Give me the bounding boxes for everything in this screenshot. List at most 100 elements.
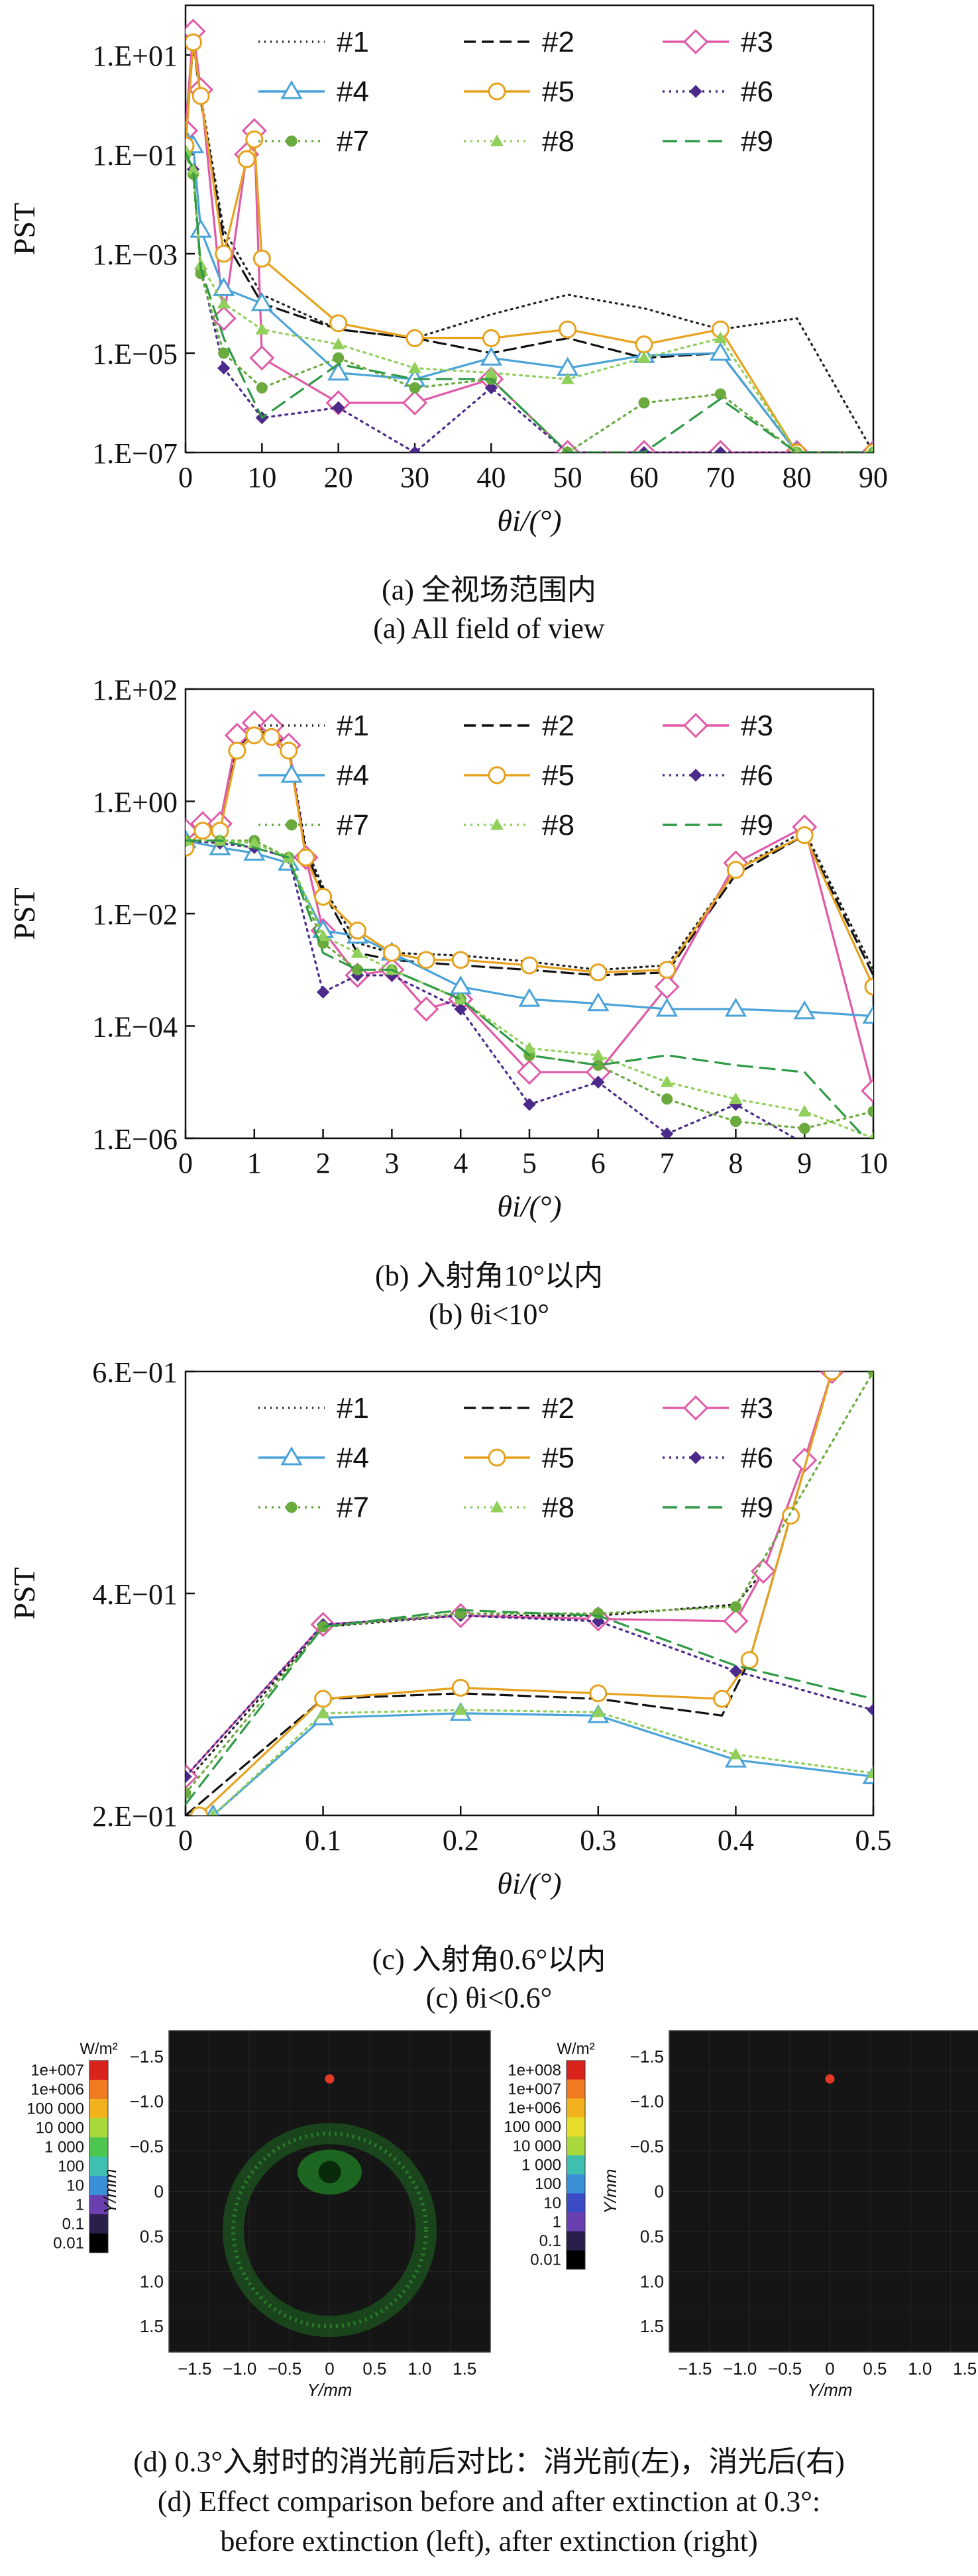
legend: #1 #2 #3 #4 #5 #6 #7 #8 #9 (258, 26, 773, 158)
heatmap-y-tick-label: 0 (154, 2182, 164, 2202)
data-point-5 (713, 1690, 732, 1708)
data-point-8 (255, 323, 269, 335)
colorbar-swatch (89, 2233, 108, 2253)
data-point-8 (729, 1747, 743, 1760)
data-point-3 (249, 345, 275, 371)
heatmap-y-axis-label: Y/mm (600, 2169, 620, 2214)
x-tick-label: 0.5 (855, 1824, 892, 1856)
legend-label-4: #4 (337, 759, 369, 792)
y-axis-label: PST (7, 1567, 41, 1619)
series-line-8 (211, 1709, 873, 1815)
y-tick-label: 1.E−03 (92, 239, 178, 271)
data-point-7 (867, 1106, 873, 1118)
data-point-5 (349, 922, 366, 940)
heatmap-y-tick-label: −1.0 (130, 2092, 164, 2112)
data-point-4 (213, 277, 235, 296)
plot-frame (184, 4, 875, 454)
colorbar-label: 10 000 (513, 2137, 561, 2155)
x-tick-label: 40 (476, 461, 506, 494)
stray-light-ring-speckle (231, 2131, 428, 2329)
chart-panel-2: 1.E−06 1.E−04 1.E−02 1.E+00 1.E+02 0 1 2 3 4 5 6 7 8 9… (7, 674, 888, 1223)
legend-label-1: #1 (337, 26, 369, 58)
series-line-4 (211, 1712, 873, 1815)
heatmap-x-tick-label: 1.5 (953, 2359, 977, 2379)
colorbar-label: 0.01 (530, 2251, 561, 2269)
data-point-5 (262, 727, 281, 746)
legend-label-7: #7 (337, 1491, 369, 1524)
heatmap-y-tick-label: −1.5 (630, 2047, 664, 2066)
legend-marker-5 (488, 766, 506, 784)
x-tick-label: 4 (453, 1147, 468, 1179)
heatmap-before: −1.5 −1.0 −0.5 0 0.5 1.0 1.5 Y/mm −1.5 −1.0 −0.5 0 0… (100, 2030, 491, 2400)
data-point-7 (186, 1788, 191, 1799)
legend-label-8: #8 (542, 1491, 574, 1524)
colorbar-label: 10 (543, 2194, 561, 2212)
x-tick-label: 6 (591, 1147, 606, 1179)
colorbar-label: 100 (58, 2158, 84, 2176)
data-point-6 (803, 1137, 806, 1138)
data-point-8 (316, 1706, 330, 1719)
colorbar-swatch (567, 2250, 585, 2270)
data-point-5 (252, 249, 271, 268)
series-line-7 (186, 1371, 873, 1795)
caption-c-cn: (c) 入射角0.6°以内 (372, 1943, 606, 1976)
series-line-4 (186, 138, 873, 453)
data-point-5 (280, 741, 298, 760)
caption-b-cn: (b) 入射角10°以内 (375, 1260, 603, 1292)
legend-label-6: #6 (741, 76, 773, 108)
legend-label-5: #5 (542, 759, 574, 792)
colorbar-label: 0.01 (53, 2235, 84, 2253)
heatmap-x-tick-label: −1.5 (178, 2359, 211, 2379)
x-tick-label: 1 (247, 1147, 262, 1179)
data-point-8 (316, 929, 330, 941)
data-point-8 (331, 337, 345, 350)
colorbar-label: 1 (76, 2196, 84, 2214)
data-point-5 (228, 741, 246, 760)
y-tick-label: 4.E−01 (92, 1578, 178, 1611)
caption-d-cn: (d) 0.3°入射时的消光前后对比：消光前(左)，消光后(右) (133, 2445, 845, 2478)
y-tick-label: 1.E−05 (92, 338, 178, 370)
data-point-6 (729, 1664, 743, 1678)
heatmap-x-axis-label: Y/mm (808, 2380, 853, 2400)
data-point-5 (589, 963, 608, 982)
data-point-5 (482, 329, 500, 347)
data-point-8 (798, 1104, 812, 1117)
legend-label-3: #3 (741, 710, 773, 742)
legend-label-7: #7 (337, 125, 369, 158)
colorbar-label: 1e+008 (508, 2061, 561, 2079)
data-point-4 (250, 292, 273, 311)
heatmap-y-tick-label: 1.0 (640, 2271, 664, 2291)
x-tick-label: 60 (629, 461, 659, 494)
legend-label-9: #9 (741, 1491, 773, 1524)
data-point-5 (191, 87, 210, 105)
data-point-8 (408, 361, 421, 374)
legend-label-4: #4 (337, 1442, 369, 1474)
series-line-9 (186, 151, 873, 453)
data-point-8 (591, 1705, 605, 1717)
series-line-5 (198, 1371, 834, 1815)
data-point-5 (215, 244, 233, 263)
data-point-5 (314, 887, 333, 906)
data-point-7 (730, 1115, 741, 1127)
data-point-8 (484, 366, 498, 378)
data-point-3 (750, 1558, 776, 1584)
heatmap-y-tick-label: 0 (655, 2182, 664, 2202)
colorbar-label: 1e+007 (508, 2080, 561, 2098)
colorbar-swatch (89, 2099, 108, 2119)
data-point-5 (559, 320, 577, 339)
colorbar-label: 10 (66, 2177, 84, 2195)
data-point-6 (217, 361, 231, 375)
legend-label-5: #5 (542, 76, 574, 108)
colorbar-frame (89, 2060, 109, 2253)
data-point-6 (592, 1615, 605, 1628)
legend-label-3: #3 (741, 1392, 773, 1424)
data-point-7 (333, 352, 345, 364)
data-point-7 (730, 1601, 741, 1613)
x-tick-label: 0 (178, 1824, 193, 1856)
data-point-5 (329, 314, 348, 333)
heatmap-x-tick-label: 0.5 (863, 2359, 887, 2379)
data-point-8 (793, 445, 801, 453)
data-point-5 (186, 33, 203, 52)
detector-frame (168, 2030, 491, 2353)
